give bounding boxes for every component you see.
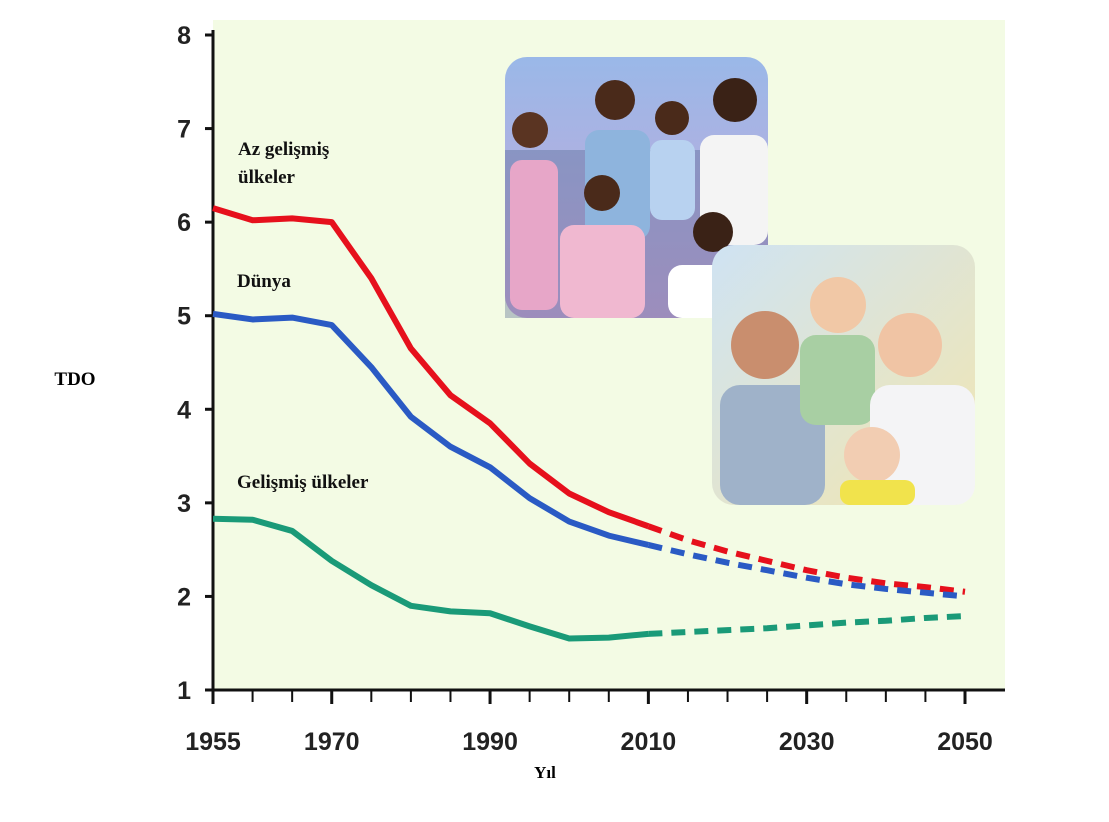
line-solid xyxy=(212,515,649,642)
x-tick-label: 2010 xyxy=(621,728,677,756)
line-solid xyxy=(212,205,650,530)
line-projection xyxy=(647,523,966,595)
y-axis-title: TDO xyxy=(54,369,95,390)
x-tick-label: 2050 xyxy=(937,728,993,756)
x-tick-label: 2030 xyxy=(779,728,835,756)
series-label: Az gelişmiş ülkeler xyxy=(238,139,330,188)
line-solid xyxy=(212,310,650,548)
series-label: Gelişmiş ülkeler xyxy=(237,472,369,493)
y-tick-label: 7 xyxy=(177,116,191,144)
photo-family-1 xyxy=(505,57,768,318)
line-projection xyxy=(647,542,966,600)
y-tick-label: 8 xyxy=(177,22,191,50)
y-tick-label: 6 xyxy=(177,209,191,237)
photo-family-2 xyxy=(712,245,975,505)
x-axis-title: Yıl xyxy=(534,763,556,782)
y-tick-label: 2 xyxy=(177,583,191,611)
y-tick-label: 4 xyxy=(177,396,191,424)
x-tick-label: 1990 xyxy=(462,728,518,756)
x-tick-label: 1955 xyxy=(185,728,241,756)
y-tick-label: 1 xyxy=(177,677,191,705)
x-tick-label: 1970 xyxy=(304,728,360,756)
line-projection xyxy=(648,613,966,637)
series-label: Dünya xyxy=(237,271,291,292)
y-tick-label: 3 xyxy=(177,490,191,518)
y-tick-label: 5 xyxy=(177,303,191,331)
